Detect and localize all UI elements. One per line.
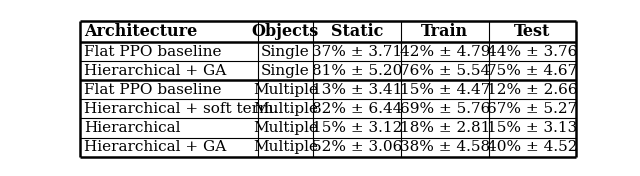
Text: Test: Test [514,23,550,40]
Text: 37% ± 3.71: 37% ± 3.71 [312,45,402,59]
Text: 82% ± 6.44: 82% ± 6.44 [312,102,403,116]
Text: 15% ± 3.12: 15% ± 3.12 [312,121,402,135]
Text: 12% ± 2.66: 12% ± 2.66 [487,83,578,97]
Text: Hierarchical: Hierarchical [84,121,180,135]
Text: 13% ± 3.41: 13% ± 3.41 [312,83,402,97]
Text: Static: Static [331,23,383,40]
Text: 67% ± 5.27: 67% ± 5.27 [487,102,577,116]
Text: Train: Train [421,23,468,40]
Text: 76% ± 5.54: 76% ± 5.54 [400,64,490,78]
Text: Architecture: Architecture [84,23,197,40]
Text: Hierarchical + GA: Hierarchical + GA [84,140,226,154]
Text: 38% ± 4.58: 38% ± 4.58 [400,140,490,154]
Text: Multiple: Multiple [253,102,318,116]
Text: 69% ± 5.76: 69% ± 5.76 [399,102,490,116]
Text: 15% ± 4.47: 15% ± 4.47 [399,83,490,97]
Text: Multiple: Multiple [253,121,318,135]
Text: Single: Single [261,45,310,59]
Text: Flat PPO baseline: Flat PPO baseline [84,45,221,59]
Text: 52% ± 3.06: 52% ± 3.06 [312,140,402,154]
Text: Hierarchical + soft term.: Hierarchical + soft term. [84,102,278,116]
Text: Multiple: Multiple [253,83,318,97]
Text: Objects: Objects [252,23,319,40]
Text: 81% ± 5.20: 81% ± 5.20 [312,64,402,78]
Text: 75% ± 4.67: 75% ± 4.67 [487,64,577,78]
Text: Multiple: Multiple [253,140,318,154]
Text: 18% ± 2.81: 18% ± 2.81 [399,121,490,135]
Text: Single: Single [261,64,310,78]
Text: Flat PPO baseline: Flat PPO baseline [84,83,221,97]
Text: Hierarchical + GA: Hierarchical + GA [84,64,226,78]
Text: 15% ± 3.13: 15% ± 3.13 [487,121,577,135]
Text: 44% ± 3.76: 44% ± 3.76 [487,45,577,59]
Text: 42% ± 4.79: 42% ± 4.79 [399,45,490,59]
Text: 40% ± 4.52: 40% ± 4.52 [487,140,578,154]
